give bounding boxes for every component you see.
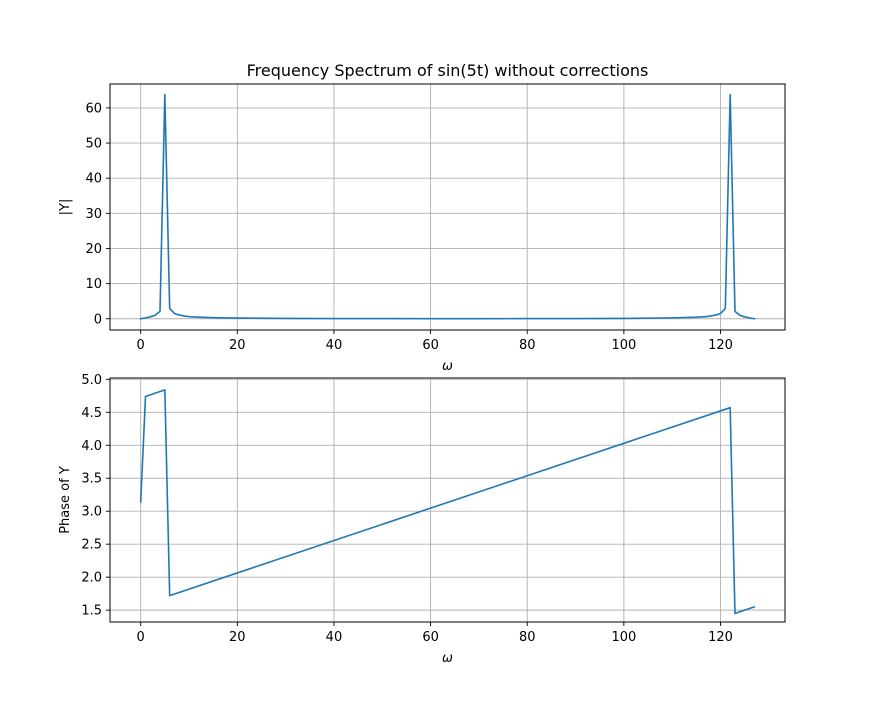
magnitude-x-tick-label: 120 xyxy=(708,338,733,353)
phase-y-tick-label: 3.0 xyxy=(81,505,102,520)
magnitude-y-tick-label: 60 xyxy=(85,101,102,116)
magnitude-y-tick-label: 0 xyxy=(94,312,102,327)
phase-y-tick-label: 5.0 xyxy=(81,373,102,388)
magnitude-x-tick-label: 20 xyxy=(229,338,246,353)
phase-x-tick-label: 60 xyxy=(422,630,439,645)
phase-ticks: 0 20 40 60 80 100 120 1.5 2.0 2.5 3.0 3.5 4.0 4.5 5.0 xyxy=(81,373,733,645)
magnitude-y-tick-label: 40 xyxy=(85,172,102,187)
phase-x-tick-label: 20 xyxy=(229,630,246,645)
phase-y-tick-label: 4.0 xyxy=(81,439,102,454)
phase-subplot: 0 20 40 60 80 100 1201.52.02.53.03.54.04.55.0 … xyxy=(58,373,786,666)
chart-title: Frequency Spectrum of sin(5t) without co… xyxy=(247,61,649,80)
phase-x-axis-label: ω xyxy=(442,651,453,666)
magnitude-x-tick-label: 80 xyxy=(519,338,536,353)
phase-x-tick-label: 100 xyxy=(611,630,636,645)
phase-y-tick-label: 3.5 xyxy=(81,472,102,487)
magnitude-series-line xyxy=(139,93,756,320)
phase-y-axis-label: Phase of Y xyxy=(58,466,73,534)
phase-y-tick-label: 2.0 xyxy=(81,571,102,586)
phase-x-tick-label: 40 xyxy=(326,630,343,645)
magnitude-y-tick-label: 50 xyxy=(85,137,102,152)
magnitude-x-tick-label: 0 xyxy=(137,338,145,353)
phase-x-tick-label: 120 xyxy=(708,630,733,645)
magnitude-ticks: 0 20 40 60 80 100 120 0 10 20 30 40 50 60 xyxy=(85,101,732,353)
magnitude-axes-frame xyxy=(109,83,786,331)
phase-y-tick-label: 1.5 xyxy=(81,604,102,619)
magnitude-subplot: 0 20 40 60 80 100 120 0 10 20 30 40 50 60 Frequency S… xyxy=(58,61,786,374)
magnitude-series xyxy=(139,93,756,320)
magnitude-x-tick-label: 40 xyxy=(326,338,343,353)
phase-series xyxy=(139,389,756,615)
phase-x-tick-label: 80 xyxy=(519,630,536,645)
magnitude-x-tick-label: 100 xyxy=(611,338,636,353)
magnitude-y-tick-label: 30 xyxy=(85,207,102,222)
magnitude-y-tick-label: 20 xyxy=(85,242,102,257)
phase-y-tick-label: 4.5 xyxy=(81,406,102,421)
phase-series-line xyxy=(139,389,756,615)
magnitude-x-axis-label: ω xyxy=(442,359,453,374)
magnitude-x-tick-label: 60 xyxy=(422,338,439,353)
magnitude-y-axis-label: |Y| xyxy=(58,199,73,216)
phase-y-tick-label: 2.5 xyxy=(81,538,102,553)
phase-x-tick-label: 0 xyxy=(137,630,145,645)
magnitude-y-tick-label: 10 xyxy=(85,277,102,292)
phase-grid xyxy=(110,378,785,622)
magnitude-grid xyxy=(110,84,785,330)
phase-axes-frame xyxy=(109,377,786,623)
